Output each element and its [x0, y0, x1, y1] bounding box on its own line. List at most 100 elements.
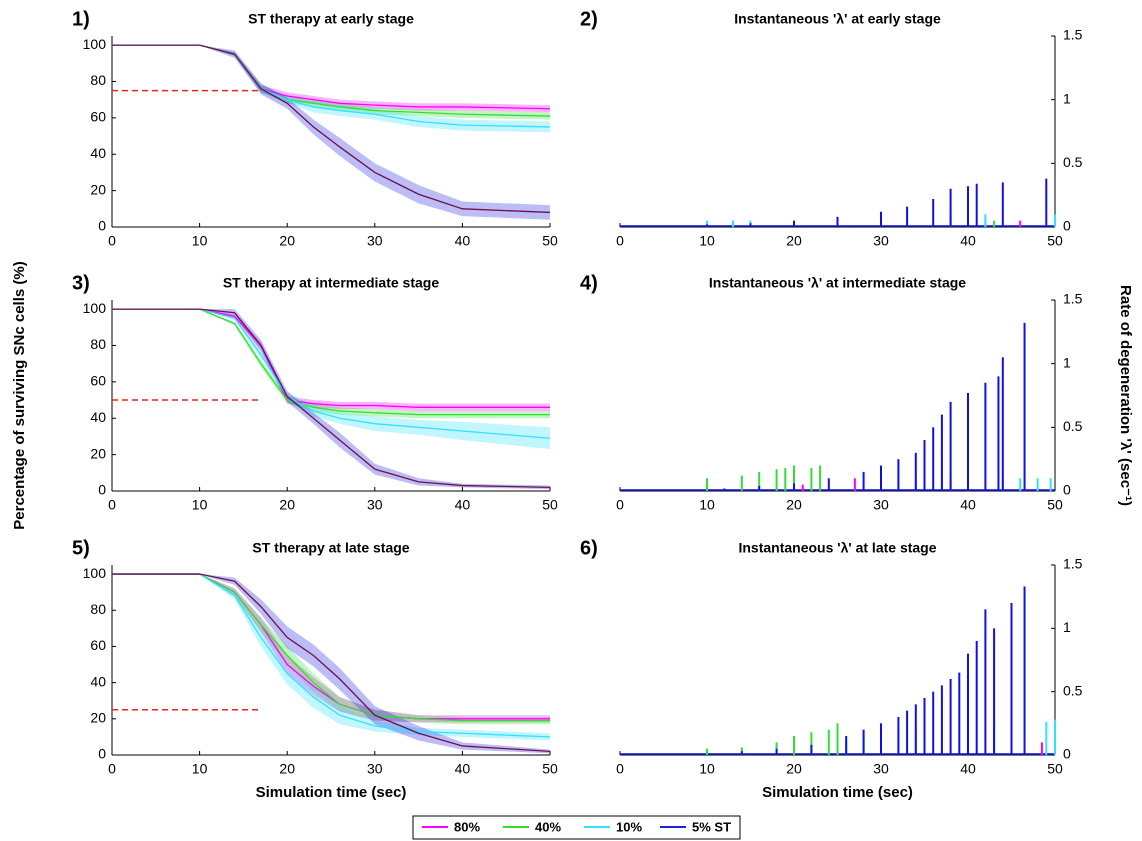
error-band	[112, 574, 550, 741]
y-tick-label: 0	[1063, 746, 1071, 762]
line	[112, 573, 551, 738]
x-tick-label: 30	[367, 233, 383, 249]
x-tick-label: 20	[786, 761, 802, 777]
y-tick-label: 100	[83, 300, 107, 316]
x-tick-label: 0	[108, 233, 116, 249]
panel-label: 4)	[580, 272, 598, 294]
y-tick-label: 40	[90, 145, 106, 161]
error-band	[112, 45, 550, 220]
y-tick-label: 100	[83, 36, 107, 52]
x-tick-label: 20	[279, 497, 295, 513]
y-tick-label: 60	[90, 637, 106, 653]
y-tick-label: 1	[1063, 354, 1071, 370]
x-tick-label: 0	[616, 233, 624, 249]
y-tick-label: 40	[90, 673, 106, 689]
x-tick-label: 40	[455, 497, 471, 513]
y-tick-label: 40	[90, 409, 106, 425]
line	[112, 308, 550, 416]
x-tick-label: 30	[873, 497, 889, 513]
y-tick-label: 20	[90, 181, 106, 197]
x-tick-label: 0	[616, 497, 624, 513]
y-tick-label: 1.5	[1063, 556, 1083, 572]
y-tick-label: 60	[90, 109, 106, 125]
x-tick-label: 0	[108, 497, 116, 513]
error-band	[112, 574, 550, 723]
error-band	[112, 309, 550, 411]
x-tick-label: 10	[192, 233, 208, 249]
error-band	[112, 309, 550, 490]
chart-title: Instantaneous 'λ' at intermediate stage	[709, 275, 966, 291]
y-tick-label: 1	[1063, 619, 1071, 635]
chart-title: Instantaneous 'λ' at early stage	[734, 11, 941, 27]
error-band	[112, 574, 550, 725]
y-tick-label: 0	[1063, 218, 1071, 234]
x-tick-label: 30	[873, 233, 889, 249]
panel-label: 6)	[580, 537, 598, 559]
x-tick-label: 50	[1047, 233, 1063, 249]
x-tick-label: 30	[873, 761, 889, 777]
panel-label: 2)	[580, 8, 598, 30]
y-tick-label: 0	[1063, 482, 1071, 498]
x-tick-label: 50	[542, 233, 558, 249]
x-tick-label: 40	[960, 233, 976, 249]
x-tick-label: 0	[108, 761, 116, 777]
x-tick-label: 40	[960, 497, 976, 513]
x-tick-label: 10	[192, 497, 208, 513]
legend-label: 80%	[454, 819, 480, 834]
line	[112, 573, 550, 722]
x-tick-label: 30	[367, 497, 383, 513]
x-tick-label: 20	[279, 233, 295, 249]
y-tick-label: 60	[90, 373, 106, 389]
error-band	[112, 45, 550, 113]
y-tick-label: 0	[98, 746, 106, 762]
x-tick-label: 50	[1047, 761, 1063, 777]
y-tick-label: 20	[90, 710, 106, 726]
y-tick-label: 0	[98, 482, 106, 498]
x-axis-label: Simulation time (sec)	[256, 784, 407, 801]
y-axis-label: Rate of degeneration 'λ' (sec⁻¹)	[1117, 285, 1134, 506]
x-tick-label: 20	[786, 233, 802, 249]
error-band	[112, 45, 550, 133]
line	[112, 308, 551, 489]
legend: 80% 40% 10% 5% ST	[422, 819, 731, 834]
chart-title: ST therapy at early stage	[248, 11, 414, 27]
chart-title: ST therapy at late stage	[252, 540, 409, 556]
x-tick-label: 40	[960, 761, 976, 777]
legend-label: 40%	[535, 819, 561, 834]
y-tick-label: 1.5	[1063, 27, 1083, 43]
chart-title: Instantaneous 'λ' at late stage	[738, 540, 936, 556]
x-tick-label: 10	[699, 233, 715, 249]
y-tick-label: 80	[90, 601, 106, 617]
panel-label: 5)	[72, 537, 90, 559]
x-tick-label: 10	[192, 761, 208, 777]
panel-label: 1)	[72, 8, 90, 30]
error-band	[112, 574, 550, 754]
error-band	[112, 45, 550, 120]
legend-label: 5% ST	[692, 819, 731, 834]
y-tick-label: 0.5	[1063, 682, 1083, 698]
x-tick-label: 10	[699, 497, 715, 513]
line	[112, 573, 551, 753]
x-tick-label: 50	[542, 761, 558, 777]
legend-box	[412, 815, 741, 840]
x-tick-label: 20	[786, 497, 802, 513]
x-tick-label: 20	[279, 761, 295, 777]
y-tick-label: 1	[1063, 90, 1071, 106]
x-axis-label: Simulation time (sec)	[762, 784, 913, 801]
y-tick-label: 0.5	[1063, 418, 1083, 434]
y-tick-label: 1.5	[1063, 291, 1083, 307]
y-tick-label: 20	[90, 445, 106, 461]
y-tick-label: 0	[98, 218, 106, 234]
line	[112, 44, 551, 214]
legend-label: 10%	[616, 819, 642, 834]
x-tick-label: 10	[699, 761, 715, 777]
x-tick-label: 0	[616, 761, 624, 777]
y-axis-label: Percentage of surviving SNc cells (%)	[11, 261, 28, 529]
x-tick-label: 40	[455, 233, 471, 249]
panel-label: 3)	[72, 272, 90, 294]
line	[112, 308, 551, 439]
y-tick-label: 80	[90, 72, 106, 88]
x-tick-label: 50	[542, 497, 558, 513]
y-tick-label: 0.5	[1063, 154, 1083, 170]
